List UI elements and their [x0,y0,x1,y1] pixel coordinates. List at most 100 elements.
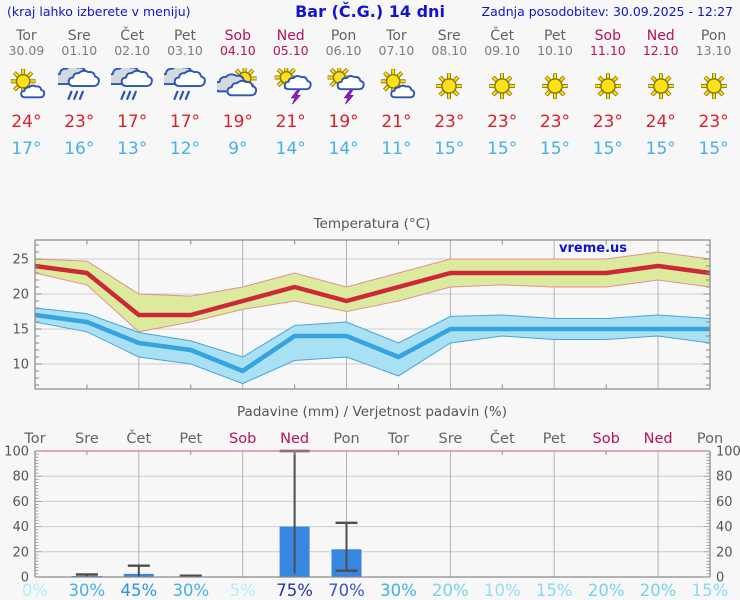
temp-y-tick-label: 15 [12,323,29,338]
precipitation-chart: Padavine (mm) / Verjetnost padavin (%) To… [4,404,740,600]
day-name-label: Pon [700,28,727,44]
day-date-label: 05.10 [272,43,309,59]
day-date-label: 11.10 [589,43,626,59]
precip-day-label: Pon [333,431,359,447]
precip-day-labels: Tor Sre Čet Pet Sob Ned Pon Tor Sre Čet Pet Sob Ned P… [23,429,723,447]
precip-day-label: Pon [697,431,723,447]
sun-icon [647,73,674,100]
day-name-label: Sre [437,28,461,44]
min-temp-value: 14° [328,138,359,159]
day-name-label: Tor [16,28,37,44]
day-name-label: Ned [276,28,305,44]
vreme-us-link[interactable]: vreme.us [559,241,627,256]
forecast-day: Sre 08.10 23° 15° [423,28,476,159]
precip-day-label: Sob [593,431,620,447]
sun-icon [436,73,463,100]
precip-day-label: Ned [644,431,673,447]
precip-chart-title: Padavine (mm) / Verjetnost padavin (%) [237,404,507,420]
precip-day-label: Pet [543,431,566,447]
min-temp-value: 14° [275,138,306,159]
min-temp-value: 15° [645,138,676,159]
precip-y-tick-label-left: 40 [12,520,29,535]
probability-value: 30% [172,581,209,600]
max-temp-value: 23° [698,112,729,133]
forecast-day: Sob 11.10 23° 15° [581,28,634,159]
probability-value: 30% [380,581,417,600]
weather-icon-cell [687,65,740,109]
min-temp-value: 15° [487,138,518,159]
weather-icon-cell [106,65,159,109]
temp-max-line [34,263,711,318]
precip-y-tick-label-left: 100 [4,445,29,460]
min-temp-value: 12° [169,138,201,159]
min-temp-value: 9° [228,138,248,159]
sun-small-cloud-icon [381,69,416,99]
day-name-label: Ned [646,28,675,44]
max-temp-value: 21° [381,112,412,133]
forecast-day: Čet 02.10 17° 13° [106,28,159,159]
min-temp-value: 11° [381,138,412,159]
precip-day-label: Sre [439,431,463,447]
temp-chart-title: Temperatura (°C) [313,216,431,232]
day-date-label: 13.10 [695,43,732,59]
rain-icon [58,68,101,101]
forecast-day: Tor 07.10 21° 11° [370,28,423,159]
sun-cloud-lightning-icon [327,68,365,105]
day-name-label: Pet [543,28,567,44]
max-temp-value: 23° [539,112,571,133]
probability-value: 70% [328,581,365,600]
forecast-day: Sob 04.10 19° 9° [211,28,264,159]
max-temp-value: 21° [275,112,306,133]
precip-y-tick-label-right: 40 [716,520,733,535]
precip-day-label: Tor [387,431,409,447]
last-updated: Zadnja posodobitev: 30.09.2025 - 12:27 [481,4,733,19]
temp-min-line [34,312,710,374]
temp-y-tick-label: 25 [12,253,29,268]
max-temp-value: 23° [592,112,623,133]
probability-value: 0% [22,581,48,600]
weather-icon-cell [423,65,476,109]
precip-whiskers [75,449,358,577]
day-name-label: Čet [120,28,145,44]
max-temp-value: 24° [645,112,676,133]
precip-day-label: Pet [179,431,202,447]
min-temp-value: 13° [117,138,148,159]
precip-gridlines [35,451,710,577]
max-temp-value: 17° [117,112,148,133]
day-date-label: 30.09 [8,43,45,59]
day-date-label: 10.10 [537,43,573,59]
day-date-label: 03.10 [167,43,203,59]
precip-day-label: Ned [280,431,309,447]
rain-icon [111,68,153,101]
day-date-label: 09.10 [484,43,521,59]
menu-hint: (kraj lahko izberete v meniju) [7,4,191,19]
temp-axes [34,239,711,390]
weather-icon-cell [476,65,529,109]
precip-day-label: Tor [23,431,45,447]
forecast-day: Ned 05.10 21° 14° [264,28,317,159]
weather-icon-cell [159,65,212,109]
max-temp-value: 23° [487,112,518,133]
day-date-label: 04.10 [219,43,256,59]
day-date-label: 08.10 [431,43,468,59]
day-date-label: 12.10 [642,43,679,59]
weather-icon-cell [211,65,264,109]
weather-icon-cell [529,65,582,109]
precip-y-tick-label-right: 60 [716,495,733,510]
probability-value: 20% [640,581,677,600]
precip-y-tick-label-right: 0 [716,571,724,586]
temp-y-tick-label: 20 [12,288,29,303]
sun-behind-cloud-icon [216,68,257,97]
rain-icon [163,68,206,101]
weather-icon-cell [581,65,634,109]
day-name-label: Čet [490,28,515,44]
precip-y-tick-label-right: 100 [716,445,740,460]
min-temp-value: 15° [698,138,729,159]
probability-value: 75% [276,581,313,600]
probability-value: 15% [692,581,729,600]
precip-day-label: Sre [75,431,99,447]
sun-icon [489,73,515,100]
precip-y-tick-label-left: 60 [12,495,29,510]
day-name-label: Sre [67,28,91,44]
